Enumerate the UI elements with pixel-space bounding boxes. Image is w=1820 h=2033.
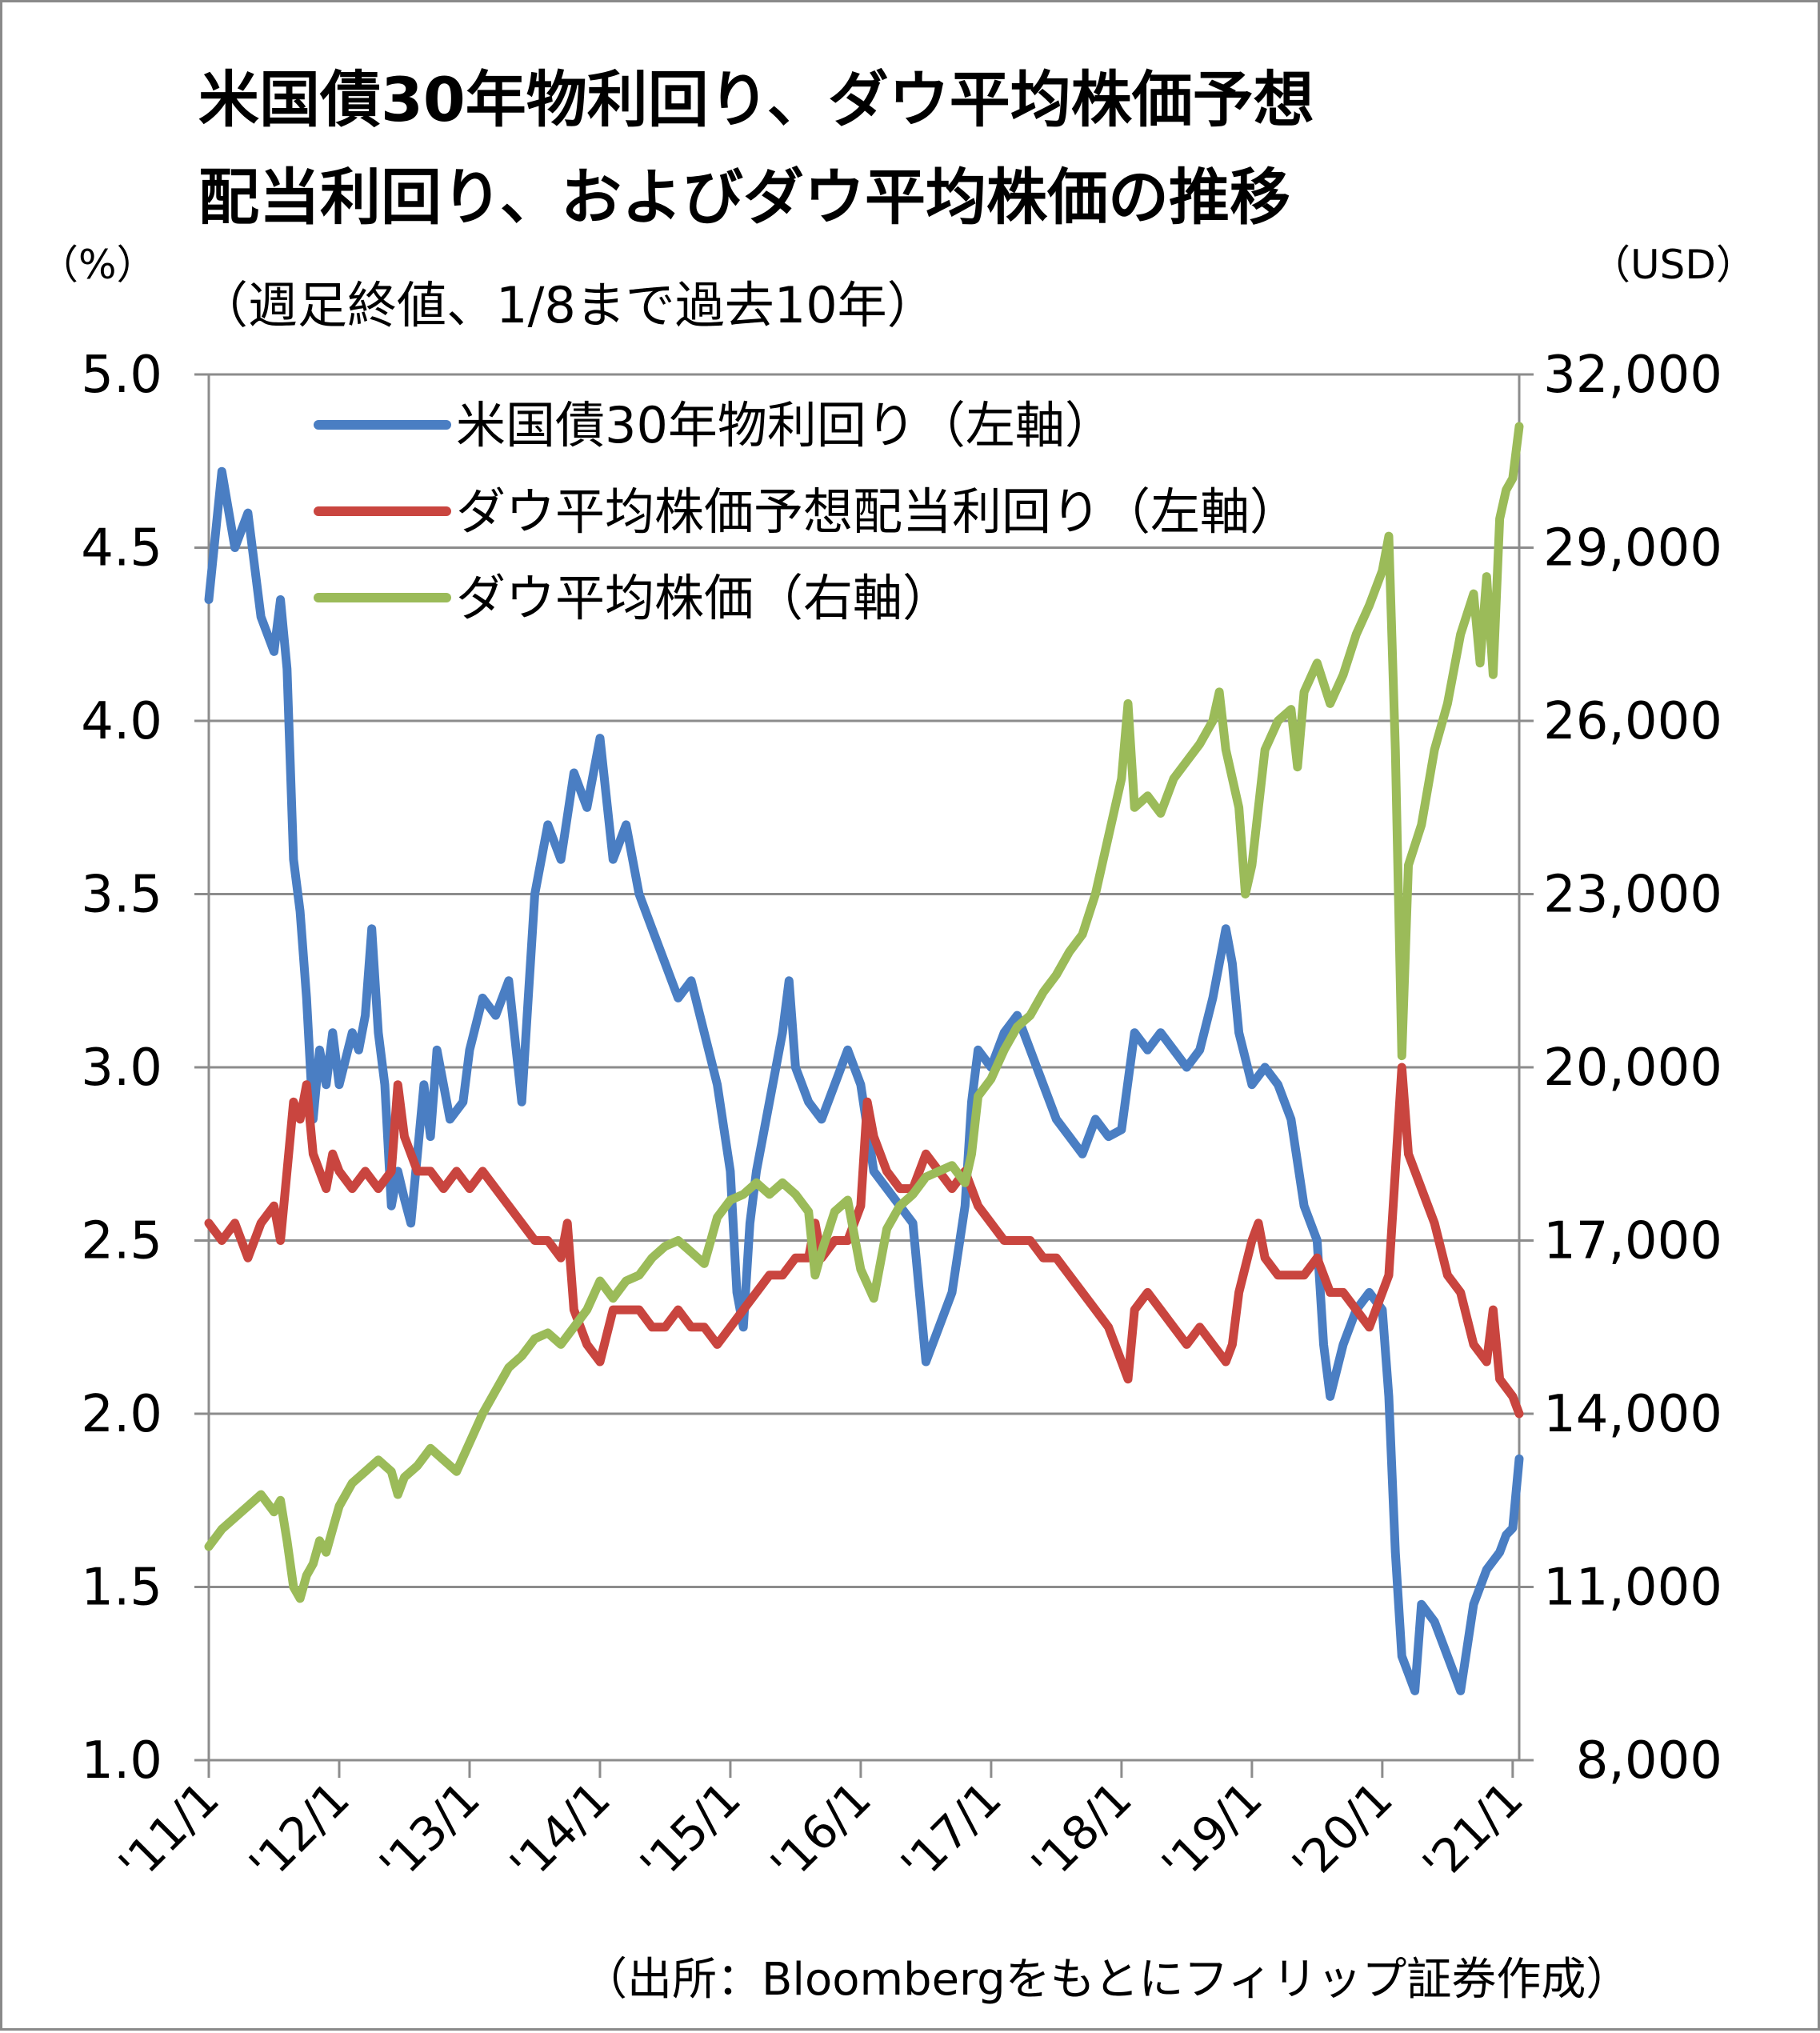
y-left-tick-label: 4.0 xyxy=(81,692,162,751)
y-right-tick-label: 26,000 xyxy=(1543,692,1722,751)
series-layer xyxy=(204,422,1524,1695)
x-tick-label: '12/1 xyxy=(238,1771,359,1892)
series-line-2 xyxy=(204,422,1524,1603)
axis-layer xyxy=(194,373,1534,1778)
x-tick-label: '15/1 xyxy=(630,1771,750,1892)
y-left-tick-label: 1.0 xyxy=(81,1731,162,1791)
x-tick-label: '21/1 xyxy=(1412,1771,1533,1892)
y-left-tick-label: 2.5 xyxy=(81,1212,162,1271)
series-line-0 xyxy=(204,466,1524,1695)
legend-label-2: ダウ平均株価（右軸） xyxy=(456,569,952,627)
legend-label-0: 米国債30年物利回り（左軸） xyxy=(456,396,1114,454)
y-left-tick-label: 4.5 xyxy=(81,519,162,578)
x-tick-label: '19/1 xyxy=(1151,1771,1272,1892)
y-right-tick-label: 20,000 xyxy=(1543,1039,1722,1098)
source-note: （出所：Bloombergをもとにフィリップ証券作成） xyxy=(582,1954,1630,2006)
y-right-unit-label: （USD） xyxy=(1590,242,1756,288)
y-right-tick-label: 8,000 xyxy=(1576,1731,1722,1791)
y-right-tick-label: 23,000 xyxy=(1543,866,1722,925)
y-right-tick-label: 14,000 xyxy=(1543,1385,1722,1444)
chart-title-line-1: 米国債30年物利回り、ダウ平均株価予想 xyxy=(198,64,1314,135)
chart-title-line-2: 配当利回り、およびダウ平均株価の推移 xyxy=(198,162,1290,233)
y-right-tick-label: 11,000 xyxy=(1543,1559,1722,1618)
y-right-tick-label: 29,000 xyxy=(1543,519,1722,578)
y-left-unit-label: （%） xyxy=(38,242,157,288)
x-tick-label: '14/1 xyxy=(499,1771,620,1892)
x-tick-label: '18/1 xyxy=(1021,1771,1142,1892)
x-tick-label: '16/1 xyxy=(760,1771,881,1892)
series-line-1 xyxy=(204,1063,1524,1419)
legend: 米国債30年物利回り（左軸） ダウ平均株価予想配当利回り（左軸） ダウ平均株価（右軸… xyxy=(314,396,1299,627)
x-tick-label: '13/1 xyxy=(369,1771,490,1892)
y-right-tick-label: 17,000 xyxy=(1543,1212,1722,1271)
y-right-tick-label: 32,000 xyxy=(1543,346,1722,405)
y-left-tick-label: 2.0 xyxy=(81,1385,162,1444)
chart-subtitle: （週足終値、1/8まで過去10年） xyxy=(198,276,937,334)
y-left-tick-label: 5.0 xyxy=(81,346,162,405)
y-left-tick-label: 3.0 xyxy=(81,1039,162,1098)
x-tick-label: '17/1 xyxy=(890,1771,1011,1892)
legend-label-1: ダウ平均株価予想配当利回り（左軸） xyxy=(456,482,1299,541)
x-tick-label: '20/1 xyxy=(1282,1771,1402,1892)
y-left-tick-label: 3.5 xyxy=(81,866,162,925)
y-left-tick-label: 1.5 xyxy=(81,1559,162,1618)
